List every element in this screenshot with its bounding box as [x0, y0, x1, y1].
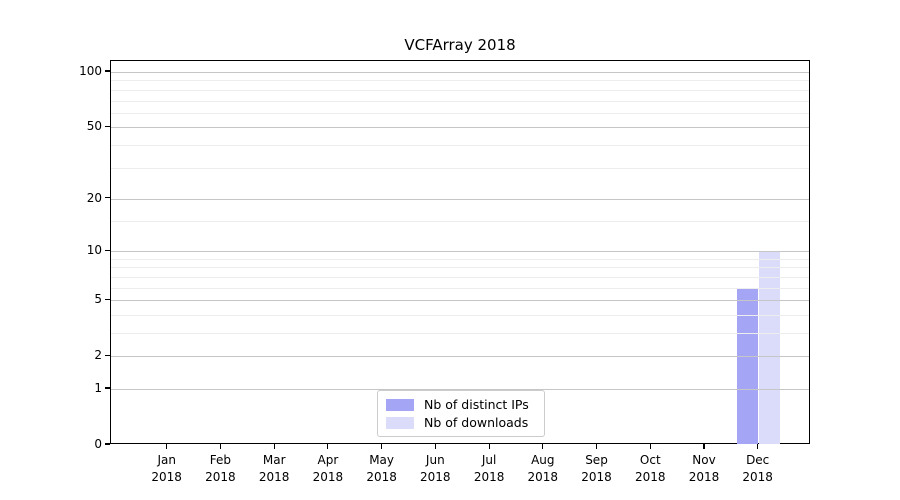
x-tick-year: 2018	[151, 470, 182, 484]
y-axis-tick	[105, 354, 110, 356]
x-tick-label: Nov 2018	[664, 452, 744, 486]
y-tick-label: 50	[86, 119, 102, 134]
x-tick-month: Nov	[692, 453, 716, 467]
y-axis-tick	[105, 443, 110, 445]
x-tick-year: 2018	[527, 470, 559, 484]
x-tick-year: 2018	[366, 470, 397, 484]
y-tick-label: 10	[86, 243, 102, 258]
x-tick-month: Apr	[317, 453, 339, 467]
x-tick-year: 2018	[258, 470, 290, 484]
x-axis-tick	[434, 444, 436, 449]
x-tick-label: Oct 2018	[610, 452, 690, 486]
y-tick-label: 1	[94, 381, 102, 395]
y-axis-tick	[105, 197, 110, 199]
y-axis-tick	[105, 387, 110, 389]
x-tick-month: Jul	[481, 453, 497, 467]
y-axis-tick	[105, 70, 110, 72]
x-tick-label: Jul 2018	[449, 452, 529, 486]
x-tick-label: Mar 2018	[234, 452, 314, 486]
y-axis-tick	[105, 125, 110, 127]
chart-title: VCFArray 2018	[404, 36, 516, 54]
distinct-ips-swatch-icon	[386, 398, 414, 411]
legend-item-distinct-ips: Nb of distinct IPs	[386, 397, 536, 412]
x-tick-year: 2018	[581, 470, 612, 484]
x-axis-tick	[703, 444, 705, 449]
x-axis-tick	[327, 444, 329, 449]
x-tick-month: Oct	[639, 453, 661, 467]
x-tick-label: Feb 2018	[180, 452, 260, 486]
legend: Nb of distinct IPs Nb of downloads	[377, 390, 545, 437]
y-tick-label: 0	[94, 437, 102, 451]
x-tick-label: Sep 2018	[557, 452, 637, 486]
x-tick-month: May	[369, 453, 394, 467]
y-tick-label: 2	[94, 348, 102, 363]
y-tick-label: 100	[79, 64, 102, 78]
x-tick-month: Jun	[425, 453, 445, 467]
bar-downloads	[759, 251, 781, 444]
y-axis-tick	[105, 249, 110, 251]
x-tick-year: 2018	[473, 470, 505, 484]
x-tick-year: 2018	[312, 470, 344, 484]
x-tick-month: Aug	[531, 453, 555, 467]
legend-label: Nb of downloads	[424, 415, 529, 430]
plot-area	[110, 60, 810, 444]
x-tick-label: Jun 2018	[395, 452, 475, 486]
x-axis-tick	[219, 444, 221, 449]
x-axis-tick	[542, 444, 544, 449]
x-axis-tick	[757, 444, 759, 449]
y-axis-tick	[105, 298, 110, 300]
y-tick-label: 5	[94, 292, 102, 307]
x-tick-label: Apr 2018	[288, 452, 368, 486]
x-tick-month: Dec	[746, 453, 770, 467]
x-tick-month: Jan	[157, 453, 176, 467]
x-tick-year: 2018	[205, 470, 236, 484]
x-axis-tick	[381, 444, 383, 449]
x-tick-year: 2018	[742, 470, 773, 484]
x-axis-tick	[166, 444, 168, 449]
x-tick-month: Mar	[262, 453, 286, 467]
legend-label: Nb of distinct IPs	[424, 397, 529, 412]
x-tick-label: Jan 2018	[127, 452, 207, 486]
x-tick-month: Sep	[585, 453, 608, 467]
x-tick-year: 2018	[688, 470, 720, 484]
y-tick-label: 20	[86, 190, 102, 205]
x-axis-tick	[273, 444, 275, 449]
legend-item-downloads: Nb of downloads	[386, 415, 536, 430]
x-tick-label: May 2018	[342, 452, 422, 486]
x-tick-label: Aug 2018	[503, 452, 583, 486]
x-axis-tick	[488, 444, 490, 449]
x-axis-tick	[649, 444, 651, 449]
downloads-swatch-icon	[386, 416, 414, 429]
x-tick-month: Feb	[209, 453, 232, 467]
x-tick-year: 2018	[420, 470, 451, 484]
x-tick-year: 2018	[635, 470, 666, 484]
bar-distinct-ips	[736, 287, 758, 444]
x-axis-tick	[595, 444, 598, 449]
x-tick-label: Dec 2018	[718, 452, 798, 486]
bars-layer	[111, 61, 809, 444]
